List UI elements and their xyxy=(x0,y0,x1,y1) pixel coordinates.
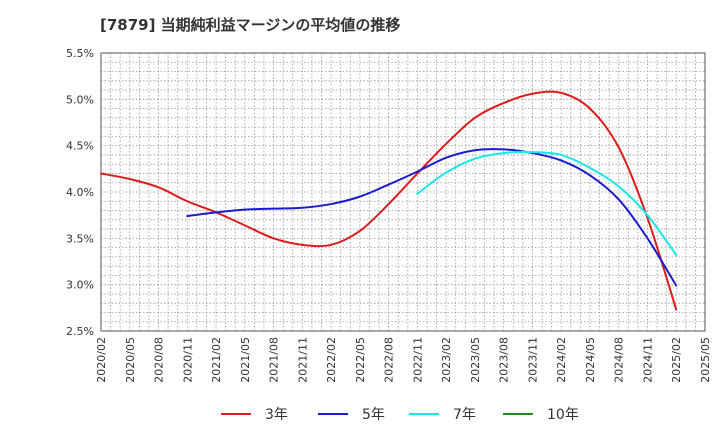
x-tick-label: 2022/08 xyxy=(383,337,396,383)
series-line-1 xyxy=(100,90,678,311)
x-tick-label: 2022/02 xyxy=(325,337,338,383)
plot-frame xyxy=(100,52,706,332)
legend-label-1: 3年 xyxy=(265,407,288,423)
x-tick-label: 2024/11 xyxy=(641,337,654,383)
x-tick-label: 2023/05 xyxy=(469,337,482,383)
x-tick-label: 2020/05 xyxy=(124,337,137,383)
x-tick-label: 2024/08 xyxy=(613,337,626,383)
legend-label-2: 5年 xyxy=(362,407,385,423)
x-tick-label: 2021/02 xyxy=(210,337,223,383)
x-tick-label: 2022/11 xyxy=(411,337,424,383)
y-tick-label: 5.5% xyxy=(66,47,94,60)
x-tick-label: 2023/11 xyxy=(526,337,539,383)
legend-label-3: 7年 xyxy=(453,407,476,423)
legend: 3年 5年 7年 10年 xyxy=(221,407,579,423)
y-tick-label: 4.0% xyxy=(66,186,94,199)
x-tick-label: 2025/02 xyxy=(670,337,683,383)
chart-title: [7879] 当期純利益マージンの平均値の推移 xyxy=(100,16,401,34)
x-tick-label: 2020/08 xyxy=(153,337,166,383)
y-tick-label: 4.5% xyxy=(66,140,94,153)
y-tick-label: 5.0% xyxy=(66,93,94,106)
series-line-3 xyxy=(416,151,678,257)
y-tick-label: 2.5% xyxy=(66,325,94,338)
x-tick-label: 2025/05 xyxy=(699,337,712,383)
x-tick-label: 2020/02 xyxy=(95,337,108,383)
x-tick-label: 2024/05 xyxy=(584,337,597,383)
x-tick-label: 2023/08 xyxy=(498,337,511,383)
y-tick-label: 3.0% xyxy=(66,279,94,292)
x-tick-label: 2022/05 xyxy=(354,337,367,383)
x-tick-label: 2021/11 xyxy=(296,337,309,383)
x-tick-label: 2021/08 xyxy=(268,337,281,383)
x-tick-label: 2023/02 xyxy=(440,337,453,383)
grid xyxy=(100,52,706,332)
series-line-2 xyxy=(186,148,678,287)
legend-label-4: 10年 xyxy=(547,407,579,423)
axes: 2.5% 3.0% 3.5% 4.0% 4.5% 5.0% 5.5% 2020/02 2020/… xyxy=(66,47,712,383)
y-tick-label: 3.5% xyxy=(66,232,94,245)
x-tick-label: 2021/05 xyxy=(239,337,252,383)
series-lines xyxy=(100,90,678,311)
x-tick-label: 2020/11 xyxy=(181,337,194,383)
x-tick-label: 2024/02 xyxy=(555,337,568,383)
